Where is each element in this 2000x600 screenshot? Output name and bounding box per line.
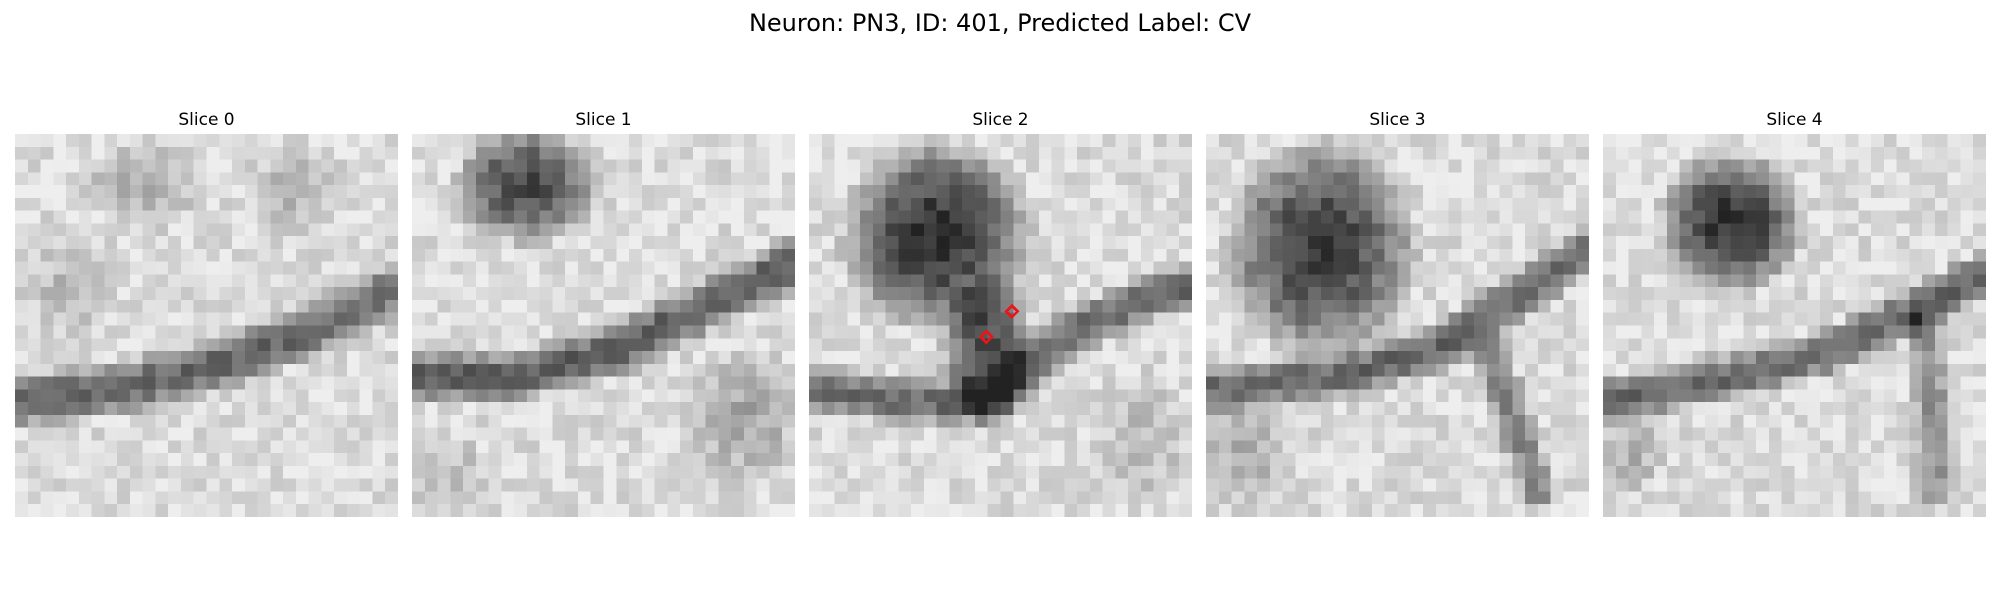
- slice-title-3: Slice 3: [1369, 110, 1426, 130]
- slice-panel-4: Slice 4: [1603, 108, 1986, 517]
- slice-image-2: [809, 134, 1192, 517]
- slice-panel-0: Slice 0: [15, 108, 398, 517]
- slice-image-0: [15, 134, 398, 517]
- slice-image-4: [1603, 134, 1986, 517]
- synapse-marker: [978, 329, 995, 345]
- synapse-marker: [1004, 303, 1020, 320]
- slice-panel-3: Slice 3: [1206, 108, 1589, 517]
- slice-title-2: Slice 2: [972, 110, 1029, 130]
- slice-panel-2: Slice 2: [809, 108, 1192, 517]
- slice-image-1: [412, 134, 795, 517]
- figure-title: Neuron: PN3, ID: 401, Predicted Label: C…: [748, 9, 1252, 37]
- slice-image-3: [1206, 134, 1589, 517]
- slice-panel-1: Slice 1: [412, 108, 795, 517]
- slice-title-1: Slice 1: [575, 110, 632, 130]
- slice-title-4: Slice 4: [1766, 110, 1823, 130]
- slice-title-0: Slice 0: [178, 110, 235, 130]
